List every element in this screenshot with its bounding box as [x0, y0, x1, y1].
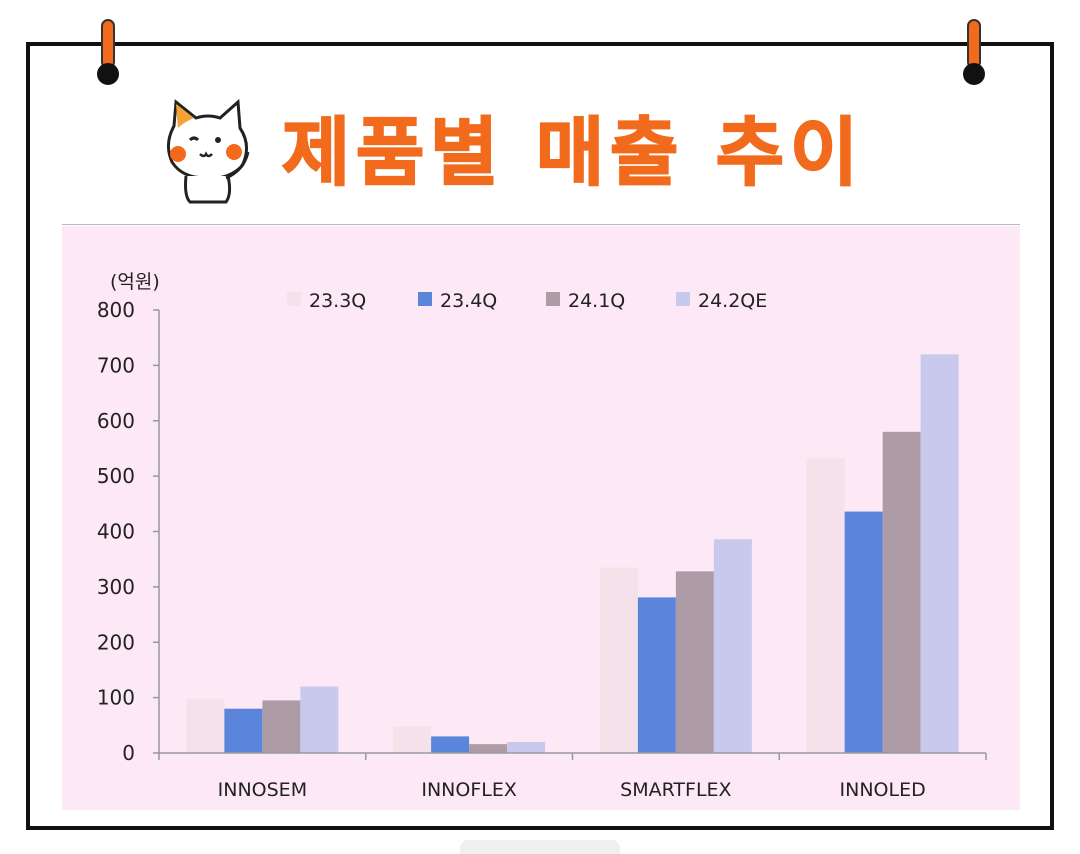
x-axis: INNOSEM INNOFLEX SMARTFLEX INNOLED	[158, 752, 987, 801]
chart-area: (억원) 23.3Q 23.4Q 24.1Q 24.2QE 0 100 200 300 400…	[62, 226, 1020, 810]
title-divider	[62, 224, 1020, 225]
cat-mascot-icon	[167, 98, 250, 204]
y-tick-label: 700	[97, 353, 135, 377]
bars	[186, 354, 959, 753]
x-tick-label: INNOSEM	[218, 779, 307, 801]
bar-23.3Q-INNOSEM	[186, 698, 225, 753]
y-tick-label: 400	[97, 520, 135, 544]
x-tick-label: INNOFLEX	[421, 779, 517, 801]
left-pin-icon	[97, 19, 119, 85]
legend-swatch-24.1Q	[546, 292, 560, 306]
legend-label: 24.1Q	[568, 290, 625, 312]
y-unit-label: (억원)	[110, 271, 160, 293]
legend-label: 23.4Q	[440, 290, 497, 312]
y-tick-label: 0	[122, 741, 135, 765]
legend-swatch-23.4Q	[418, 292, 432, 306]
legend-label: 23.3Q	[309, 290, 366, 312]
legend-label: 24.2QE	[698, 290, 767, 312]
bar-23.3Q-INNOFLEX	[393, 726, 432, 753]
right-pin-icon	[963, 19, 985, 85]
page-title: 제품별 매출 추이	[281, 109, 865, 197]
y-tick-label: 600	[97, 409, 135, 433]
legend-swatch-23.3Q	[287, 292, 301, 306]
bar-23.3Q-SMARTFLEX	[599, 567, 638, 753]
y-tick-label: 100	[97, 686, 135, 710]
bar-24.2QE-SMARTFLEX	[713, 539, 752, 753]
bar-chart: (억원) 23.3Q 23.4Q 24.1Q 24.2QE 0 100 200 300 400…	[97, 271, 987, 801]
bar-24.1Q-INNOSEM	[262, 700, 301, 753]
bottom-strip	[460, 840, 620, 854]
bar-24.2QE-INNOFLEX	[507, 741, 546, 753]
bar-23.3Q-INNOLED	[806, 458, 845, 753]
bar-23.4Q-INNOLED	[844, 511, 883, 753]
bar-24.1Q-INNOFLEX	[469, 744, 508, 753]
y-tick-label: 800	[97, 298, 135, 322]
y-tick-label: 500	[97, 464, 135, 488]
y-tick-label: 300	[97, 575, 135, 599]
y-tick-label: 200	[97, 630, 135, 654]
x-tick-label: INNOLED	[840, 779, 926, 801]
y-axis: 0 100 200 300 400 500 600 700 800	[97, 298, 160, 765]
bar-23.4Q-SMARTFLEX	[637, 597, 676, 753]
bar-23.4Q-INNOFLEX	[431, 736, 470, 753]
bar-24.2QE-INNOLED	[920, 354, 959, 753]
bar-24.1Q-INNOLED	[882, 431, 921, 753]
bar-24.1Q-SMARTFLEX	[675, 571, 714, 753]
legend-swatch-24.2QE	[676, 292, 690, 306]
bar-23.4Q-INNOSEM	[224, 708, 263, 753]
legend: 23.3Q 23.4Q 24.1Q 24.2QE	[287, 290, 767, 312]
bar-24.2QE-INNOSEM	[300, 686, 339, 753]
x-tick-label: SMARTFLEX	[620, 779, 731, 801]
